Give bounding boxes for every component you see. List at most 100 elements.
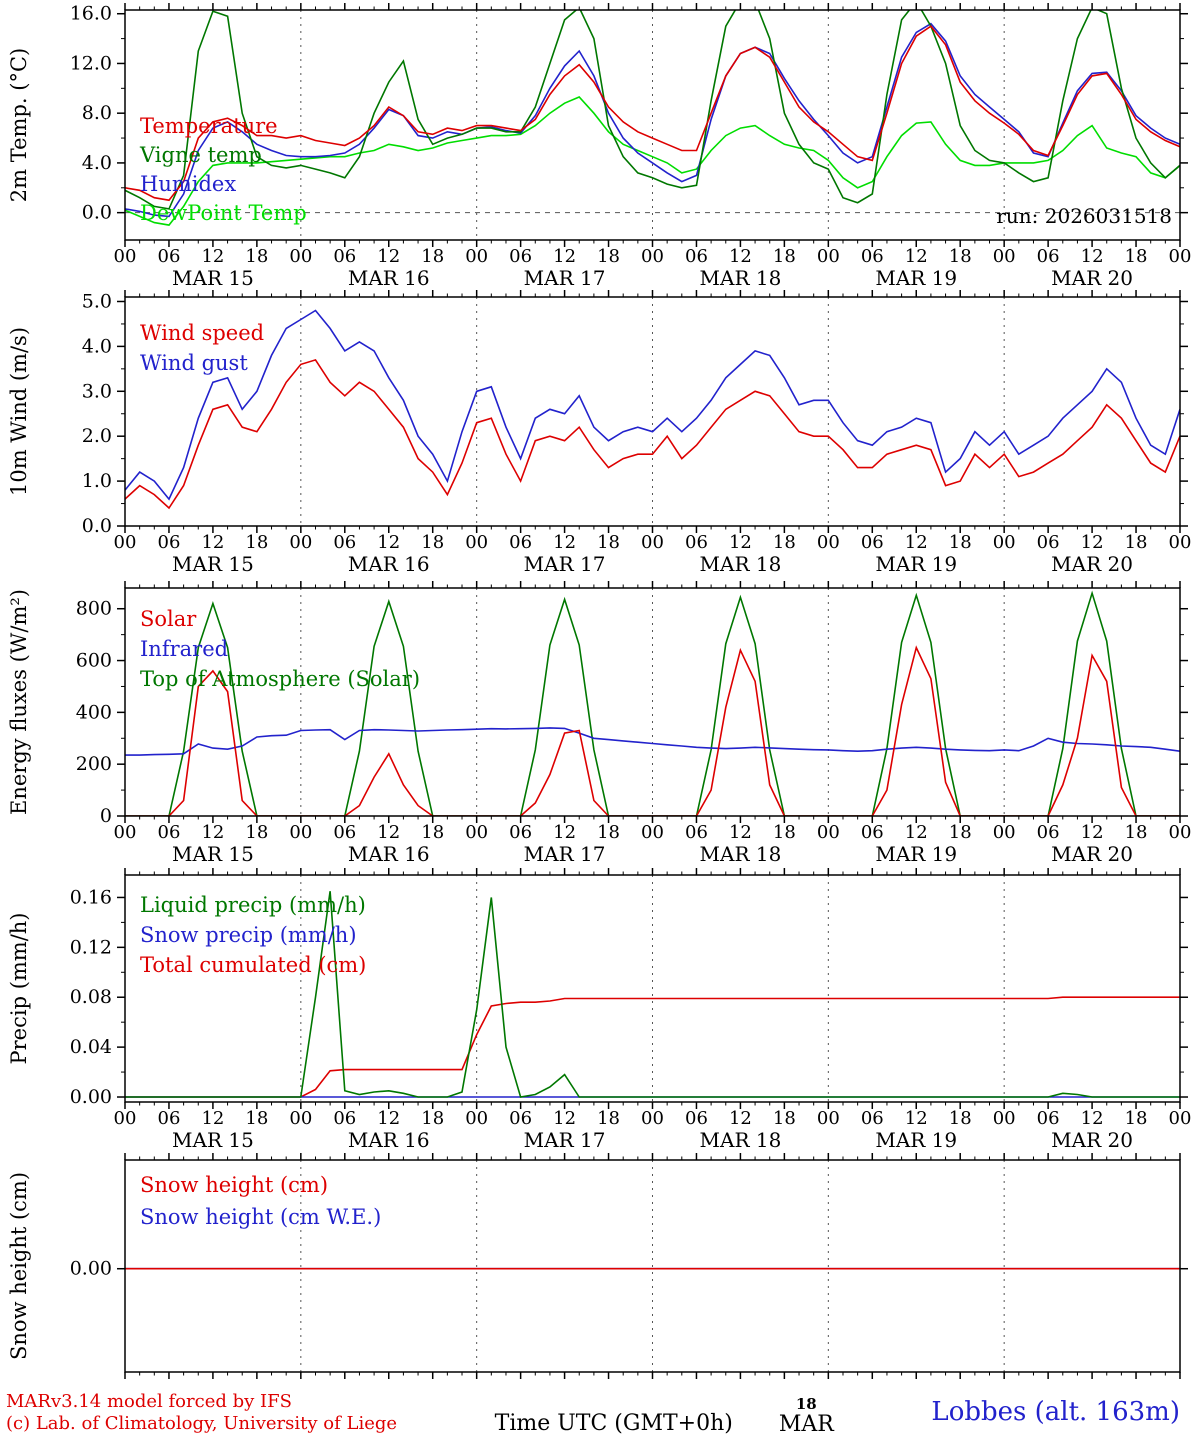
svg-text:00: 00 [465, 1108, 488, 1129]
svg-text:12.0: 12.0 [70, 52, 112, 74]
svg-text:Energy fluxes (W/m²): Energy fluxes (W/m²) [7, 589, 31, 815]
svg-text:00: 00 [465, 822, 488, 843]
svg-text:06: 06 [509, 1108, 532, 1129]
svg-text:00: 00 [817, 822, 840, 843]
wind-panel: 5.04.03.02.01.00.000 06 12 18 00 06 12 18 00 06 12… [7, 290, 1192, 576]
svg-text:06: 06 [509, 822, 532, 843]
svg-text:12: 12 [553, 1108, 576, 1129]
svg-text:18: 18 [597, 822, 620, 843]
svg-text:Humidex: Humidex [140, 172, 236, 196]
svg-text:MAR 18: MAR 18 [700, 552, 782, 576]
time-axis-title: Time UTC (GMT+0h) 18 MAR [494, 1397, 834, 1437]
svg-text:MAR 19: MAR 19 [875, 842, 957, 864]
svg-text:MAR 20: MAR 20 [1051, 266, 1133, 288]
svg-text:06: 06 [333, 246, 356, 267]
credit-line-1: MARv3.14 model forced by IFS [6, 1391, 292, 1412]
svg-text:Vigne temp: Vigne temp [139, 143, 262, 167]
svg-text:18: 18 [949, 822, 972, 843]
svg-text:0: 0 [100, 805, 112, 827]
svg-text:06: 06 [861, 1108, 884, 1129]
svg-text:MAR 15: MAR 15 [172, 552, 254, 576]
date-marker: 18 MAR [779, 1397, 834, 1436]
svg-text:MAR 18: MAR 18 [700, 842, 782, 864]
svg-text:18: 18 [245, 1108, 268, 1129]
svg-text:06: 06 [1037, 532, 1060, 553]
svg-text:06: 06 [158, 1108, 181, 1129]
svg-text:2m Temp. (°C): 2m Temp. (°C) [7, 48, 31, 202]
svg-text:18: 18 [597, 532, 620, 553]
svg-text:MAR 15: MAR 15 [172, 266, 254, 288]
svg-text:Total cumulated (cm): Total cumulated (cm) [140, 953, 366, 977]
svg-text:Wind gust: Wind gust [140, 351, 248, 375]
svg-text:00: 00 [641, 532, 664, 553]
svg-text:06: 06 [861, 822, 884, 843]
svg-text:06: 06 [1037, 1108, 1060, 1129]
svg-text:06: 06 [509, 532, 532, 553]
svg-text:MAR 16: MAR 16 [348, 552, 430, 576]
svg-text:0.00: 0.00 [70, 1258, 112, 1280]
svg-text:12: 12 [729, 532, 752, 553]
svg-text:00: 00 [1169, 532, 1192, 553]
svg-text:MAR 17: MAR 17 [524, 266, 606, 288]
svg-text:06: 06 [1037, 246, 1060, 267]
svg-text:12: 12 [1081, 246, 1104, 267]
svg-text:MAR 17: MAR 17 [524, 1128, 606, 1152]
svg-text:12: 12 [1081, 1108, 1104, 1129]
svg-text:4.0: 4.0 [82, 335, 112, 357]
svg-text:MAR 20: MAR 20 [1051, 552, 1133, 576]
svg-text:00: 00 [114, 1108, 137, 1129]
svg-text:12: 12 [377, 1108, 400, 1129]
svg-text:Snow height (cm W.E.): Snow height (cm W.E.) [140, 1205, 381, 1229]
svg-text:18: 18 [245, 822, 268, 843]
svg-text:00: 00 [641, 1108, 664, 1129]
svg-text:00: 00 [641, 246, 664, 267]
svg-text:00: 00 [465, 246, 488, 267]
svg-text:12: 12 [905, 532, 928, 553]
svg-text:MAR 19: MAR 19 [875, 1128, 957, 1152]
svg-text:2.0: 2.0 [82, 425, 112, 447]
svg-text:06: 06 [158, 246, 181, 267]
svg-text:1.0: 1.0 [82, 470, 112, 492]
svg-text:12: 12 [553, 822, 576, 843]
svg-text:00: 00 [993, 1108, 1016, 1129]
svg-text:12: 12 [377, 822, 400, 843]
svg-text:12: 12 [1081, 822, 1104, 843]
svg-text:run: 2026031518: run: 2026031518 [996, 204, 1172, 228]
svg-text:00: 00 [465, 532, 488, 553]
svg-text:00: 00 [817, 246, 840, 267]
svg-text:18: 18 [1125, 246, 1148, 267]
svg-text:Liquid precip (mm/h): Liquid precip (mm/h) [140, 893, 366, 917]
svg-text:18: 18 [421, 1108, 444, 1129]
svg-text:18: 18 [949, 532, 972, 553]
time-utc-label: Time UTC (GMT+0h) [494, 1411, 733, 1436]
date-marker-month: MAR [778, 1412, 834, 1437]
credit-line-2: (c) Lab. of Climatology, University of L… [6, 1413, 398, 1434]
svg-text:12: 12 [201, 246, 224, 267]
svg-text:18: 18 [597, 1108, 620, 1129]
model-credit: MARv3.14 model forced by IFS (c) Lab. of… [6, 1391, 397, 1435]
svg-text:00: 00 [1169, 246, 1192, 267]
svg-text:0.0: 0.0 [82, 515, 112, 537]
svg-text:12: 12 [729, 246, 752, 267]
svg-text:Temperature: Temperature [140, 114, 278, 138]
svg-text:00: 00 [817, 532, 840, 553]
svg-text:18: 18 [949, 1108, 972, 1129]
svg-text:0.16: 0.16 [70, 886, 112, 908]
svg-text:MAR 20: MAR 20 [1051, 1128, 1133, 1152]
svg-text:MAR 20: MAR 20 [1051, 842, 1133, 864]
svg-text:00: 00 [641, 822, 664, 843]
svg-text:MAR 17: MAR 17 [524, 842, 606, 864]
svg-text:16.0: 16.0 [70, 3, 112, 25]
svg-text:10m Wind (m/s): 10m Wind (m/s) [7, 327, 31, 496]
svg-text:800: 800 [76, 598, 112, 620]
svg-text:MAR 18: MAR 18 [700, 1128, 782, 1152]
svg-text:DewPoint Temp: DewPoint Temp [140, 201, 307, 225]
svg-text:MAR 15: MAR 15 [172, 842, 254, 864]
svg-text:00: 00 [114, 532, 137, 553]
svg-text:3.0: 3.0 [82, 380, 112, 402]
svg-text:12: 12 [905, 246, 928, 267]
svg-text:00: 00 [817, 1108, 840, 1129]
svg-text:18: 18 [773, 246, 796, 267]
